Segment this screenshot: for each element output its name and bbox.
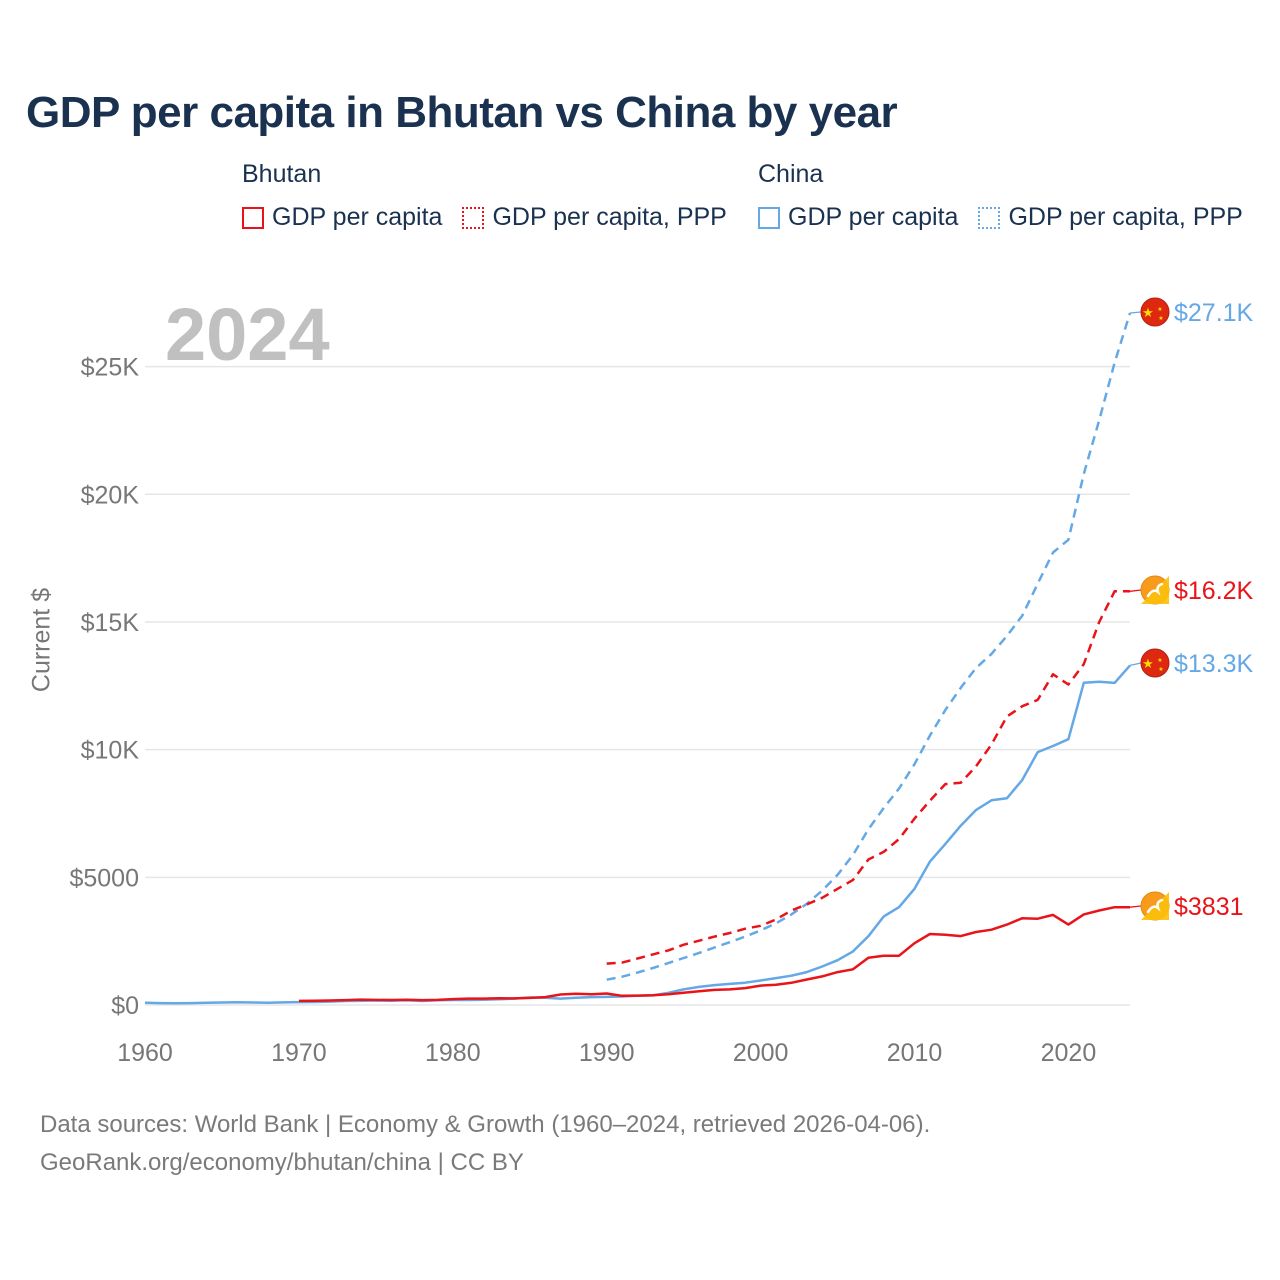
footer: Data sources: World Bank | Economy & Gro… [40,1106,930,1182]
legend-swatch-dotted [462,206,485,229]
bhutan-flag-icon [1140,575,1170,605]
end-value-label: $13.3K [1174,650,1254,678]
x-tick-label: 2000 [733,1039,789,1067]
series-line-china-gdp-per-capita[interactable] [144,664,1131,1005]
series-line-bhutan-gdp-per-capita-ppp[interactable] [606,590,1130,965]
legend-item-china-ppp[interactable]: GDP per capita, PPP [978,203,1243,232]
svg-text:★: ★ [1157,657,1162,664]
end-label-connector [1129,905,1142,908]
y-tick-label: $0 [111,992,139,1020]
legend-item-label: GDP per capita, PPP [1008,203,1243,231]
y-tick-label: $25K [81,354,140,382]
x-tick-label: 1970 [271,1039,327,1067]
legend-swatch-dotted [978,206,1001,229]
legend-item-bhutan-gdp[interactable]: GDP per capita [242,203,442,232]
end-value-label: $16.2K [1174,577,1254,605]
legend-item-label: GDP per capita [788,203,959,231]
end-value-label: $27.1K [1174,299,1254,327]
legend-item-label: GDP per capita, PPP [492,203,727,231]
china-flag-icon: ★ ★★ [1140,297,1170,327]
legend-item-label: GDP per capita [272,203,443,231]
series-line-bhutan-gdp-per-capita[interactable] [298,905,1130,1003]
x-tick-label: 2020 [1041,1039,1097,1067]
legend-group-china: China GDP per capita GDP per capita, PPP [758,160,1243,232]
svg-text:★: ★ [1158,666,1163,673]
x-tick-label: 2010 [887,1039,943,1067]
end-label-connector [1129,589,1142,592]
x-tick-label: 1990 [579,1039,635,1067]
x-tick-label: 1960 [117,1039,173,1067]
legend-swatch-solid [242,206,264,229]
y-tick-label: $20K [81,481,140,509]
legend-item-bhutan-ppp[interactable]: GDP per capita, PPP [462,203,727,232]
legend-group-bhutan: Bhutan GDP per capita GDP per capita, PP… [242,160,727,232]
svg-text:★: ★ [1142,305,1154,320]
svg-text:★: ★ [1158,315,1163,322]
y-axis-label: Current $ [27,587,56,693]
y-tick-label: $10K [81,737,140,765]
legend-item-china-gdp[interactable]: GDP per capita [758,203,958,232]
chart-title: GDP per capita in Bhutan vs China by yea… [26,88,898,137]
end-value-label: $3831 [1174,893,1244,921]
end-label-connector [1129,311,1142,314]
legend-swatch-solid [758,206,780,229]
y-tick-label: $15K [81,609,140,637]
y-tick-label: $5000 [69,864,139,892]
series-line-china-gdp-per-capita-ppp[interactable] [606,312,1132,981]
x-tick-label: 1980 [425,1039,481,1067]
china-flag-icon: ★ ★★ [1140,648,1170,678]
legend-group-title: China [758,160,824,188]
data-sources: Data sources: World Bank | Economy & Gro… [40,1111,931,1138]
svg-text:★: ★ [1142,656,1154,671]
legend-group-title: Bhutan [242,160,322,188]
end-label-connector [1129,662,1142,667]
highlight-year: 2024 [165,293,330,376]
bhutan-flag-icon [1140,891,1170,921]
attribution[interactable]: GeoRank.org/economy/bhutan/china | CC BY [40,1149,524,1176]
svg-text:★: ★ [1157,306,1162,313]
